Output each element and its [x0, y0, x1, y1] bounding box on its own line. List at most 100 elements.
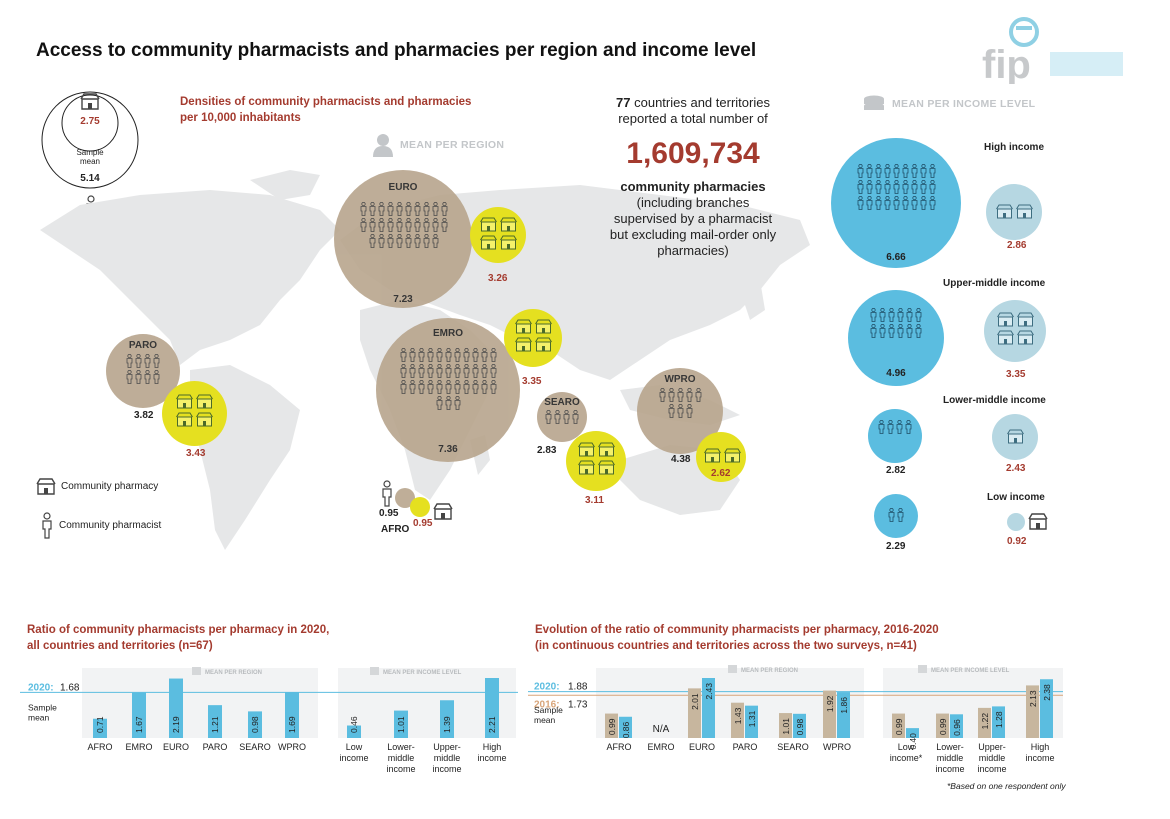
shop-icon: [175, 412, 193, 427]
mean-per-region-header: MEAN PER REGION: [372, 133, 504, 157]
person-icon: [369, 218, 375, 232]
person-icon: [387, 234, 393, 248]
person-icon: [369, 234, 375, 248]
stat-note-1: (including branches: [636, 195, 750, 210]
bar-2016: [731, 702, 744, 738]
shop-icon: [577, 460, 595, 475]
income-label-high: High income: [984, 142, 1045, 153]
high-income-pharmacies-bubble: [986, 184, 1042, 240]
pharmacy-icon: [80, 93, 100, 110]
person-icon: [554, 410, 561, 424]
emro-pharmacists-value: 7.36: [438, 444, 458, 455]
person-icon: [454, 396, 460, 410]
category-label: AFRO: [87, 742, 112, 752]
wpro-shop-grid: [702, 448, 742, 463]
person-icon: [409, 364, 415, 378]
person-icon: [436, 348, 442, 362]
shop-icon: [514, 337, 532, 352]
category-label: middle: [388, 753, 415, 763]
person-icon: [387, 202, 393, 216]
stat-note-4: pharmacies): [657, 243, 729, 258]
category-label: Upper-: [978, 742, 1006, 752]
bar-value-label: 1.67: [134, 716, 144, 733]
bar-2016: [605, 713, 618, 738]
afro-pharmacist-icon: [382, 480, 392, 507]
bar-2020: [440, 700, 454, 738]
person-icon: [423, 218, 429, 232]
person-icon: [695, 388, 701, 402]
person-icon: [545, 410, 552, 424]
person-icon: [879, 324, 886, 338]
mean-per-region-label: MEAN PER REGION: [400, 139, 505, 151]
mean-per-income-label: MEAN PER INCOME LEVEL: [892, 98, 1036, 110]
bar-value-label: 1.86: [839, 697, 849, 714]
person-icon: [378, 234, 384, 248]
person-icon: [405, 234, 411, 248]
reference-value-label: 1.68: [60, 682, 80, 693]
bar-value-label: 0.98: [795, 719, 805, 736]
page-title: Access to community pharmacists and phar…: [36, 40, 757, 61]
group-label-region: MEAN PER REGION: [741, 668, 798, 674]
shop-icon: [479, 235, 497, 250]
person-icon: [906, 324, 913, 338]
chart2-footnote: *Based on one respondent only: [947, 781, 1066, 791]
shop-icon: [996, 330, 1014, 345]
shop-icon: [597, 442, 615, 457]
person-icon: [405, 202, 411, 216]
group-label-income: MEAN PER INCOME LEVEL: [383, 670, 462, 676]
lower-income-pharmacists-value: 2.82: [886, 465, 906, 476]
person-icon: [400, 364, 406, 378]
group-label-region: MEAN PER REGION: [205, 670, 262, 676]
category-label: Low: [898, 742, 915, 752]
paro-pharmacists-value: 3.82: [134, 410, 154, 421]
category-label: income: [935, 764, 964, 774]
chart2-title-line1: Evolution of the ratio of community phar…: [535, 624, 939, 636]
person-icon: [414, 218, 420, 232]
bar-2020: [906, 728, 919, 738]
person-icon: [870, 308, 877, 322]
person-icon: [902, 180, 908, 194]
category-label: AFRO: [606, 742, 631, 752]
paro-pharmacies-bubble: [162, 381, 227, 446]
person-icon: [423, 202, 429, 216]
person-icon: [857, 196, 863, 210]
person-icon: [686, 404, 692, 418]
person-icon: [677, 388, 683, 402]
person-icon: [414, 202, 420, 216]
person-icon: [481, 380, 487, 394]
bar-value-label: 1.22: [980, 713, 990, 730]
lower-income-pharmacies-bubble: [992, 414, 1038, 460]
sample-mean-label-1: Sample: [76, 148, 104, 157]
bar-2020: [169, 678, 183, 738]
person-icon: [436, 380, 442, 394]
region-label-euro: EURO: [388, 182, 418, 193]
person-icon: [432, 234, 438, 248]
bar-2020: [1040, 679, 1053, 738]
person-icon: [409, 348, 415, 362]
shop-icon: [499, 217, 517, 232]
person-icon: [897, 324, 904, 338]
person-icon: [360, 202, 366, 216]
emro-people-grid: [398, 348, 498, 410]
person-icon: [427, 380, 433, 394]
map-subtitle-line1: Densities of community pharmacists and p…: [180, 96, 472, 108]
person-icon: [454, 348, 460, 362]
shop-icon: [1016, 312, 1034, 327]
bar-value-label: 2.01: [690, 693, 700, 710]
person-icon: [454, 364, 460, 378]
emro-shop-grid: [512, 319, 554, 352]
shop-icon: [703, 448, 721, 463]
afro-pharmacy-icon: [433, 503, 453, 520]
bar-2016: [823, 690, 836, 738]
searo-pharmacies-bubble: [566, 431, 626, 491]
income-label-lower: Lower-middle income: [943, 395, 1046, 406]
person-icon: [445, 364, 451, 378]
stat-note-2: supervised by a pharmacist: [613, 211, 773, 226]
wpro-pharmacists-value: 4.38: [671, 454, 691, 465]
category-label: High: [1031, 742, 1050, 752]
sample-mean-pharmacists: 5.14: [80, 173, 100, 184]
person-icon: [436, 396, 442, 410]
bar-value-label: 1.21: [210, 716, 220, 733]
euro-pharmacies-value: 3.26: [488, 273, 508, 284]
lower-income-pharmacies-value: 2.43: [1006, 463, 1026, 474]
